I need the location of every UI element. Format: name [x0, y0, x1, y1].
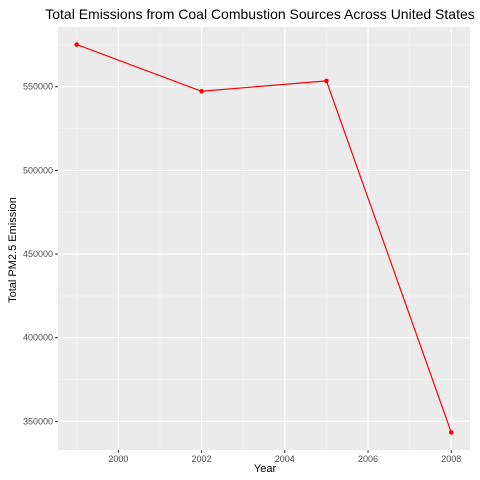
data-point	[199, 88, 204, 94]
major-gridlines	[58, 27, 470, 450]
x-tick-label: 2004	[275, 454, 295, 464]
y-tick-label: 500000	[23, 165, 53, 175]
y-tick-label: 350000	[23, 416, 53, 426]
minor-gridlines	[58, 27, 470, 450]
y-tick-label: 400000	[23, 333, 53, 343]
y-tick-label: 550000	[23, 82, 53, 92]
y-axis: 350000 400000 450000 500000 550000	[23, 82, 58, 426]
x-axis: 2000 2002 2004 2006 2008	[108, 450, 461, 464]
series-layer	[74, 42, 454, 435]
data-point	[448, 430, 454, 435]
x-tick-label: 2008	[441, 454, 461, 464]
plot-panel	[58, 27, 470, 450]
x-tick-label: 2002	[192, 454, 212, 464]
series-line	[76, 44, 452, 433]
data-point	[74, 42, 80, 47]
x-axis-title: Year	[254, 463, 277, 475]
y-tick-label: 450000	[23, 249, 53, 259]
x-tick-label: 2000	[108, 454, 128, 464]
y-axis-title: Total PM2.5 Emission	[7, 197, 19, 303]
data-point	[324, 78, 329, 84]
chart-title: Total Emissions from Coal Combustion Sou…	[45, 6, 475, 22]
x-tick-label: 2006	[358, 454, 378, 464]
